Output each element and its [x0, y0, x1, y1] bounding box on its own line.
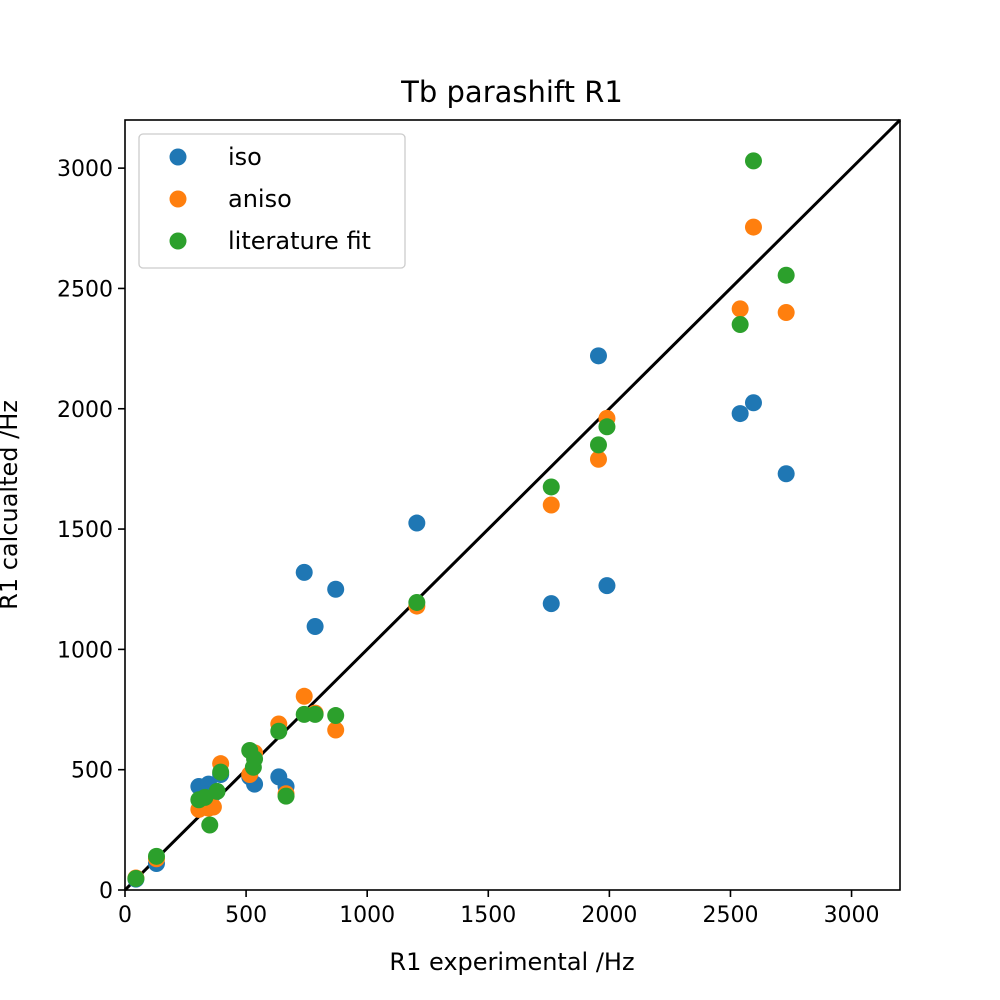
data-point [542, 595, 560, 613]
y-tick-label: 500 [71, 759, 113, 784]
x-tick-label: 2000 [581, 903, 637, 928]
data-point [212, 763, 230, 781]
plot-area [123, 118, 902, 892]
legend-box [138, 133, 406, 269]
data-point [408, 514, 426, 532]
data-point [744, 218, 762, 236]
x-tick-label: 1500 [460, 903, 516, 928]
data-point [127, 869, 145, 887]
y-tick-label: 1500 [57, 518, 113, 543]
data-point [777, 465, 795, 483]
data-point [147, 847, 165, 865]
data-point [327, 707, 345, 725]
data-point [542, 478, 560, 496]
series-literature-fit [127, 152, 795, 887]
x-tick-label: 3000 [824, 903, 880, 928]
data-point [277, 787, 295, 805]
y-tick-label: 2500 [57, 277, 113, 302]
data-point [295, 563, 313, 581]
y-tick-label: 3000 [57, 157, 113, 182]
data-point [201, 816, 219, 834]
data-point [744, 152, 762, 170]
data-point [246, 750, 264, 768]
data-point [731, 300, 749, 318]
data-point [589, 436, 607, 454]
y-tick-label: 2000 [57, 398, 113, 423]
data-point [327, 721, 345, 739]
y-axis: 0 500 1000 1500 2000 2500 3000 [57, 157, 125, 904]
legend-marker [169, 232, 187, 250]
data-point [777, 304, 795, 321]
data-point [598, 577, 616, 595]
data-point [306, 705, 324, 723]
legend-label: iso [228, 143, 262, 171]
legend: iso aniso literature fit [138, 133, 406, 269]
y-tick-label: 1000 [57, 638, 113, 663]
data-point [208, 782, 226, 800]
data-point [731, 316, 749, 334]
data-point [542, 496, 560, 514]
data-point [327, 580, 345, 598]
data-point [295, 687, 313, 705]
data-point [589, 347, 607, 365]
x-tick-label: 0 [118, 903, 132, 928]
legend-marker [169, 190, 187, 208]
plot-frame [124, 119, 901, 891]
data-point [306, 618, 324, 636]
data-point [589, 450, 607, 468]
legend-marker [169, 148, 187, 166]
y-tick-label: 0 [99, 879, 113, 904]
x-axis: 0 500 1000 1500 2000 2500 3000 [118, 890, 880, 928]
x-tick-label: 500 [225, 903, 267, 928]
x-tick-label: 2500 [702, 903, 758, 928]
data-point [731, 405, 749, 423]
data-point [408, 593, 426, 611]
series-iso [127, 347, 795, 888]
x-axis-label: R1 experimental /Hz [389, 948, 634, 976]
data-point [744, 394, 762, 412]
y-axis-label: R1 calcualted /Hz [0, 400, 23, 610]
data-point [777, 266, 795, 284]
legend-label: aniso [228, 185, 292, 213]
data-point [598, 418, 616, 436]
chart-title: Tb parashift R1 [400, 75, 623, 109]
x-tick-label: 1000 [339, 903, 395, 928]
legend-label: literature fit [228, 227, 371, 255]
data-point [270, 722, 288, 740]
